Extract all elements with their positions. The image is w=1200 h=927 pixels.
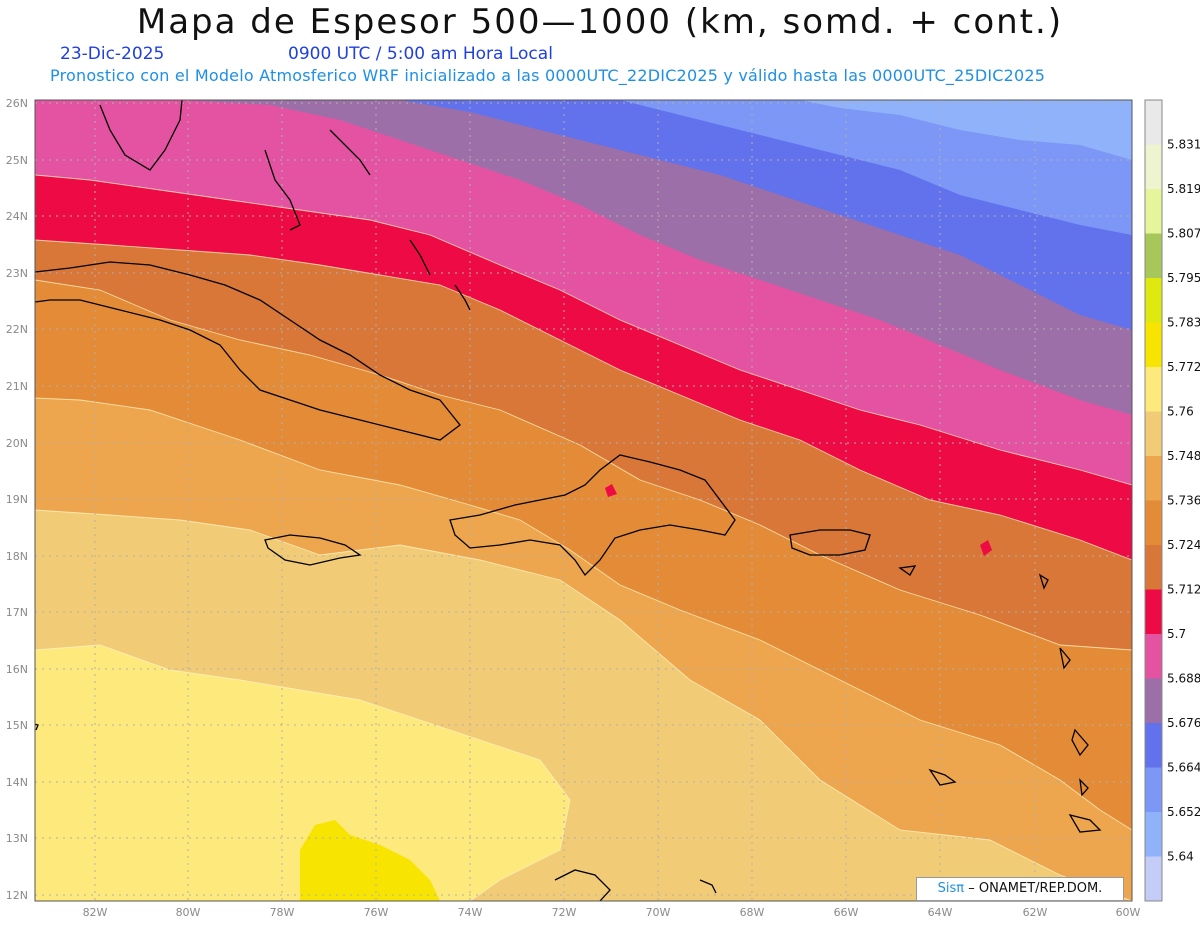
svg-text:26N: 26N [6,97,28,110]
sispi-logo-text: Sisπ [937,881,965,896]
colorbar-level-label: 5.748 [1167,449,1200,463]
svg-text:25N: 25N [6,154,28,167]
svg-text:62W: 62W [1023,906,1048,919]
colorbar-level-label: 5.736 [1167,494,1200,508]
colorbar-level-label: 5.807 [1167,227,1200,241]
colorbar-swatch [1145,100,1162,145]
credit-text: – ONAMET/REP.DOM. [968,881,1103,896]
colorbar-level-label: 5.7 [1167,627,1186,641]
svg-text:15N: 15N [6,719,28,732]
colorbar-swatch [1145,367,1162,412]
longitude-labels: 82W 80W 78W 76W 74W 72W 70W 68W 66W 64W … [83,906,1141,919]
latitude-labels: 26N 25N 24N 23N 22N 21N 20N 19N 18N 17N … [6,97,28,902]
colorbar-swatch [1145,723,1162,768]
colorbar-frame [1144,99,1163,902]
coastline-outlines [35,100,1102,901]
colorbar-level-label: 5.652 [1167,805,1200,819]
colorbar-level-label: 5.772 [1167,360,1200,374]
map-title: Mapa de Espesor 500—1000 (km, somd. + co… [136,2,1064,42]
colorbar-swatch [1145,634,1162,679]
thickness-map: 26N 25N 24N 23N 22N 21N 20N 19N 18N 17N … [6,97,1200,919]
svg-text:60W: 60W [1116,906,1141,919]
svg-text:70W: 70W [646,906,671,919]
colorbar: 5.831 5.819 5.807 5.795 5.783 5.772 5.76 5.748 5… [1144,99,1200,902]
colorbar-level-label: 5.664 [1167,761,1200,775]
colorbar-swatch [1145,411,1162,456]
colorbar-swatch [1145,545,1162,590]
colorbar-swatch [1145,233,1162,278]
svg-text:17N: 17N [6,606,28,619]
svg-text:68W: 68W [740,906,765,919]
model-description: Pronostico con el Modelo Atmosferico WRF… [50,66,1046,85]
svg-text:18N: 18N [6,550,28,563]
colorbar-swatch [1145,856,1162,901]
svg-text:21N: 21N [6,380,28,393]
svg-text:72W: 72W [552,906,577,919]
svg-text:66W: 66W [834,906,859,919]
colorbar-level-label: 5.724 [1167,538,1200,552]
colorbar-level-label: 5.783 [1167,316,1200,330]
colorbar-swatch [1145,767,1162,812]
forecast-date: 23-Dic-2025 [60,44,165,64]
svg-text:80W: 80W [176,906,201,919]
svg-text:16N: 16N [6,663,28,676]
svg-text:20N: 20N [6,437,28,450]
colorbar-level-label: 5.712 [1167,583,1200,597]
svg-text:82W: 82W [83,906,108,919]
svg-text:12N: 12N [6,889,28,902]
colorbar-level-label: 5.831 [1167,138,1200,152]
grid-lines [35,100,1132,901]
colorbar-level-label: 5.688 [1167,672,1200,686]
svg-text:76W: 76W [364,906,389,919]
colorbar-swatch [1145,456,1162,501]
credit-label: Sisπ – ONAMET/REP.DOM. [916,877,1124,901]
contour-fill [35,100,1132,901]
svg-text:22N: 22N [6,323,28,336]
svg-text:23N: 23N [6,267,28,280]
colorbar-level-label: 5.819 [1167,182,1200,196]
colorbar-swatch [1145,812,1162,857]
svg-text:64W: 64W [928,906,953,919]
svg-text:24N: 24N [6,210,28,223]
svg-text:19N: 19N [6,493,28,506]
colorbar-swatch [1145,678,1162,723]
svg-text:14N: 14N [6,776,28,789]
colorbar-level-label: 5.676 [1167,716,1200,730]
colorbar-level-label: 5.64 [1167,850,1194,864]
colorbar-level-label: 5.76 [1167,405,1194,419]
colorbar-swatch [1145,144,1162,189]
forecast-time: 0900 UTC / 5:00 am Hora Local [288,44,553,64]
colorbar-swatch [1145,322,1162,367]
colorbar-swatch [1145,278,1162,323]
colorbar-swatch [1145,189,1162,234]
colorbar-swatch [1145,500,1162,545]
colorbar-level-label: 5.795 [1167,271,1200,285]
svg-text:74W: 74W [458,906,483,919]
svg-text:13N: 13N [6,832,28,845]
colorbar-swatch [1145,589,1162,634]
svg-text:78W: 78W [270,906,295,919]
